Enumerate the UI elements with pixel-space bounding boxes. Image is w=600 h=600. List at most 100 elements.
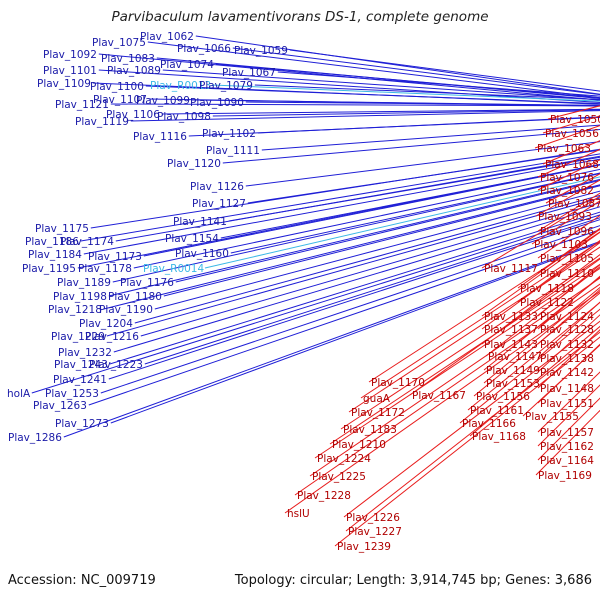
gene-label-right[interactable]: Plav_1068 bbox=[545, 159, 599, 171]
gene-label-right[interactable]: Plav_1118 bbox=[520, 283, 574, 295]
gene-label-left[interactable]: Plav_1059 bbox=[234, 45, 288, 57]
gene-label-left[interactable]: Plav_1119 bbox=[75, 116, 129, 128]
gene-label-right[interactable]: Plav_1153 bbox=[486, 378, 540, 390]
gene-label-left[interactable]: Plav_1190 bbox=[99, 304, 153, 316]
gene-label-left[interactable]: Plav_1186 bbox=[25, 236, 79, 248]
gene-label-right[interactable]: Plav_1137 bbox=[484, 324, 538, 336]
gene-label-left[interactable]: Plav_1083 bbox=[101, 53, 155, 65]
gene-label-right[interactable]: Plav_1226 bbox=[346, 512, 400, 524]
gene-label-left[interactable]: Plav_1195 bbox=[22, 263, 76, 275]
gene-label-left[interactable]: Plav_1079 bbox=[199, 80, 253, 92]
gene-label-left[interactable]: Plav_1189 bbox=[57, 277, 111, 289]
gene-label-right[interactable]: Plav_1143 bbox=[484, 339, 538, 351]
gene-label-right[interactable]: Plav_1172 bbox=[351, 407, 405, 419]
gene-label-right[interactable]: Plav_1050 bbox=[550, 114, 600, 126]
gene-label-left[interactable]: Plav_1098 bbox=[157, 111, 211, 123]
gene-label-right[interactable]: Plav_1138 bbox=[540, 353, 594, 365]
gene-label-left[interactable]: Plav_1066 bbox=[177, 43, 231, 55]
gene-label-right[interactable]: Plav_1110 bbox=[540, 268, 594, 280]
gene-label-right[interactable]: Plav_1149 bbox=[486, 365, 540, 377]
gene-label-left[interactable]: Plav_1121 bbox=[55, 99, 109, 111]
gene-label-right[interactable]: Plav_1161 bbox=[470, 405, 524, 417]
gene-label-right[interactable]: guaA bbox=[363, 393, 391, 405]
gene-label-right[interactable]: Plav_1210 bbox=[332, 439, 386, 451]
gene-label-right[interactable]: Plav_1239 bbox=[337, 541, 391, 553]
gene-label-left[interactable]: Plav_1109 bbox=[37, 78, 91, 90]
gene-label-left[interactable]: Plav_1089 bbox=[107, 65, 161, 77]
gene-label-left[interactable]: Plav_1100 bbox=[90, 81, 144, 93]
gene-label-right[interactable]: Plav_1063 bbox=[537, 143, 591, 155]
gene-label-right[interactable]: Plav_1056 bbox=[545, 128, 599, 140]
gene-label-right[interactable]: Plav_1082 bbox=[540, 185, 594, 197]
gene-label-right[interactable]: Plav_1096 bbox=[540, 226, 594, 238]
gene-label-left[interactable]: Plav_1232 bbox=[58, 347, 112, 359]
gene-label-left[interactable]: Plav_1216 bbox=[85, 331, 139, 343]
gene-label-right[interactable]: Plav_1147 bbox=[488, 351, 542, 363]
gene-label-left[interactable]: Plav_1243 bbox=[54, 359, 108, 371]
gene-label-right[interactable]: Plav_1117 bbox=[484, 263, 538, 275]
gene-label-left[interactable]: Plav_1180 bbox=[108, 291, 162, 303]
gene-label-left[interactable]: Plav_1176 bbox=[120, 277, 174, 289]
gene-label-right[interactable]: Plav_1105 bbox=[540, 253, 594, 265]
gene-label-left[interactable]: Plav_1178 bbox=[78, 263, 132, 275]
gene-label-right[interactable]: Plav_1155 bbox=[525, 411, 579, 423]
gene-label-left[interactable]: Plav_1229 bbox=[51, 331, 105, 343]
gene-label-right[interactable]: Plav_1076 bbox=[540, 172, 594, 184]
gene-label-right[interactable]: Plav_1228 bbox=[297, 490, 351, 502]
gene-label-right[interactable]: Plav_1227 bbox=[348, 526, 402, 538]
gene-label-left[interactable]: Plav_1273 bbox=[55, 418, 109, 430]
gene-label-right[interactable]: Plav_1093 bbox=[538, 211, 592, 223]
gene-label-right[interactable]: Plav_1124 bbox=[540, 311, 594, 323]
gene-label-left[interactable]: Plav_1184 bbox=[28, 249, 82, 261]
gene-label-right[interactable]: Plav_1183 bbox=[343, 424, 397, 436]
gene-label-right[interactable]: Plav_1151 bbox=[540, 398, 594, 410]
gene-label-left[interactable]: Plav_1120 bbox=[167, 158, 221, 170]
gene-label-right[interactable]: Plav_1224 bbox=[317, 453, 371, 465]
gene-label-left[interactable]: Plav_R0013 bbox=[150, 80, 211, 92]
gene-label-right[interactable]: Plav_1168 bbox=[472, 431, 526, 443]
gene-label-left[interactable]: Plav_1127 bbox=[192, 198, 246, 210]
gene-label-left[interactable]: Plav_1099 bbox=[136, 95, 190, 107]
gene-label-left[interactable]: Plav_1111 bbox=[206, 145, 260, 157]
gene-label-left[interactable]: Plav_1160 bbox=[175, 248, 229, 260]
gene-label-right[interactable]: hslU bbox=[287, 508, 310, 520]
gene-label-left[interactable]: Plav_1074 bbox=[160, 59, 214, 71]
gene-label-left[interactable]: Plav_1154 bbox=[165, 233, 219, 245]
gene-label-right[interactable]: Plav_1142 bbox=[540, 367, 594, 379]
gene-label-right[interactable]: Plav_1087 bbox=[548, 198, 600, 210]
gene-label-right[interactable]: Plav_1167 bbox=[412, 390, 466, 402]
gene-label-left[interactable]: Plav_1204 bbox=[79, 318, 133, 330]
gene-label-right[interactable]: Plav_1170 bbox=[371, 377, 425, 389]
gene-label-left[interactable]: Plav_1116 bbox=[133, 131, 187, 143]
gene-label-left[interactable]: Plav_1223 bbox=[89, 359, 143, 371]
gene-label-left[interactable]: Plav_R0014 bbox=[143, 263, 204, 275]
gene-label-left[interactable]: Plav_1107 bbox=[93, 94, 147, 106]
gene-label-left[interactable]: Plav_1253 bbox=[45, 388, 99, 400]
gene-label-left[interactable]: Plav_1102 bbox=[202, 128, 256, 140]
gene-label-left[interactable]: Plav_1092 bbox=[43, 49, 97, 61]
gene-label-left[interactable]: Plav_1198 bbox=[53, 291, 107, 303]
gene-label-right[interactable]: Plav_1164 bbox=[540, 455, 594, 467]
gene-label-left[interactable]: Plav_1067 bbox=[222, 67, 276, 79]
gene-label-left[interactable]: Plav_1286 bbox=[8, 432, 62, 444]
gene-label-left[interactable]: Plav_1062 bbox=[140, 31, 194, 43]
gene-label-right[interactable]: Plav_1157 bbox=[540, 427, 594, 439]
gene-label-right[interactable]: Plav_1148 bbox=[540, 383, 594, 395]
gene-label-right[interactable]: Plav_1169 bbox=[538, 470, 592, 482]
gene-label-right[interactable]: Plav_1166 bbox=[462, 418, 516, 430]
gene-label-right[interactable]: Plav_1133 bbox=[484, 311, 538, 323]
gene-label-right[interactable]: Plav_1162 bbox=[540, 441, 594, 453]
gene-label-left[interactable]: Plav_1263 bbox=[33, 400, 87, 412]
gene-label-left[interactable]: Plav_1075 bbox=[92, 37, 146, 49]
gene-label-left[interactable]: Plav_1175 bbox=[35, 223, 89, 235]
gene-label-right[interactable]: Plav_1156 bbox=[476, 391, 530, 403]
gene-label-left[interactable]: Plav_1106 bbox=[106, 109, 160, 121]
gene-label-left[interactable]: Plav_1101 bbox=[43, 65, 97, 77]
gene-label-right[interactable]: Plav_1122 bbox=[520, 297, 574, 309]
gene-label-left[interactable]: Plav_1090 bbox=[190, 97, 244, 109]
gene-label-left[interactable]: Plav_1173 bbox=[88, 251, 142, 263]
gene-label-left[interactable]: Plav_1218 bbox=[48, 304, 102, 316]
gene-label-left[interactable]: Plav_1241 bbox=[53, 374, 107, 386]
gene-label-right[interactable]: Plav_1225 bbox=[312, 471, 366, 483]
